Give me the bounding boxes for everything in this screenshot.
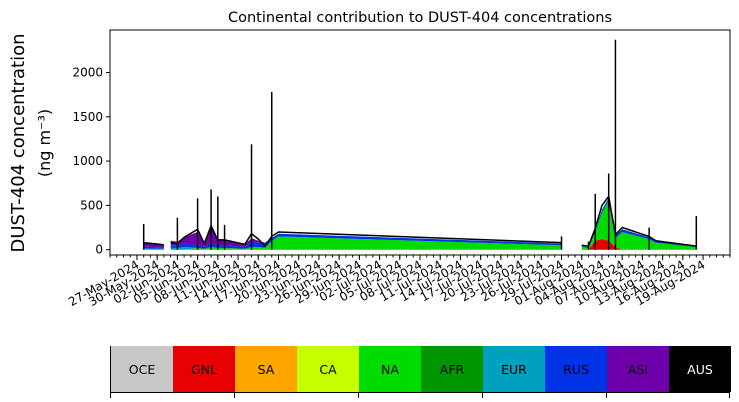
y-tick-label: 1000	[72, 154, 103, 168]
y-axis: 0 500 1000 1500 2000	[72, 66, 110, 257]
y-tick-label: 1500	[72, 110, 103, 124]
colorbar-axis	[110, 392, 730, 401]
colorbar-tick	[110, 393, 111, 398]
area-rus-segment-0	[143, 246, 164, 249]
y-tick-label: 2000	[72, 66, 103, 80]
legend-item-asi: ASI	[607, 346, 669, 392]
y-tick-label: 0	[95, 243, 103, 257]
legend-item-aus: AUS	[669, 346, 731, 392]
legend-item-rus: RUS	[545, 346, 607, 392]
legend-item-ca: CA	[297, 346, 359, 392]
area-na-segment-2	[581, 201, 697, 250]
total-line-segment-0	[143, 241, 164, 246]
chart-title: Continental contribution to DUST-404 con…	[228, 10, 612, 26]
legend-item-na: NA	[359, 346, 421, 392]
colorbar-tick	[729, 393, 730, 398]
y-axis-label-line1: DUST-404 concentration	[8, 33, 29, 252]
colorbar-tick	[358, 393, 359, 398]
legend-item-sa: SA	[235, 346, 297, 392]
plot-frame	[109, 29, 731, 256]
colorbar-tick	[482, 393, 483, 398]
colorbar-tick	[234, 393, 235, 398]
area-gnl-segment-2	[581, 239, 697, 250]
total-line-segment-2	[581, 194, 697, 247]
y-tick-label: 500	[80, 198, 103, 212]
area-rus-segment-1	[170, 233, 562, 249]
continent-colorbar-legend: OCE GNL SA CA NA AFR EUR RUS ASI AUS	[110, 346, 731, 392]
area-asi-segment-0	[143, 243, 164, 248]
dust-concentration-chart: Continental contribution to DUST-404 con…	[8, 10, 731, 309]
legend-item-gnl: GNL	[173, 346, 235, 392]
colorbar-tick	[606, 393, 607, 398]
y-axis-label-line2: (ng m⁻³)	[35, 109, 54, 177]
area-eur-segment-0	[143, 248, 164, 250]
x-axis: 27-May-202430-May-202402-Jun-202405-Jun-…	[66, 255, 731, 309]
legend-item-eur: EUR	[483, 346, 545, 392]
legend-item-afr: AFR	[421, 346, 483, 392]
plot-area	[109, 29, 731, 256]
legend-item-oce: OCE	[111, 346, 173, 392]
area-na-segment-1	[170, 236, 562, 250]
